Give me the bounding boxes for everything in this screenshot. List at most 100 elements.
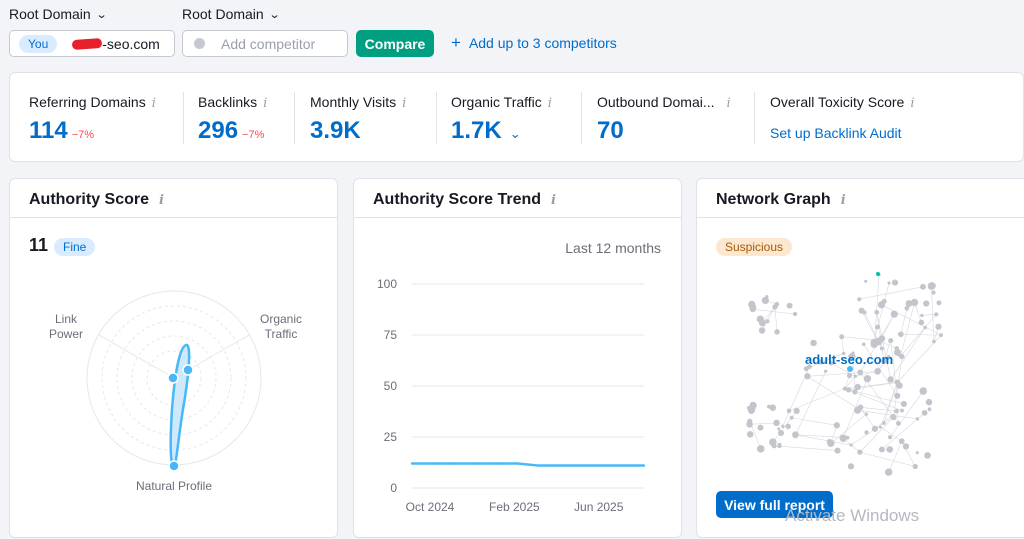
trend-point[interactable] (432, 462, 434, 464)
root-domain-dropdown-1[interactable]: Root Domain ⌄ (9, 6, 106, 22)
metric-monthly-visits[interactable]: Monthly Visits i 3.9K (310, 94, 406, 145)
trend-point[interactable] (643, 464, 645, 466)
network-node-label[interactable]: adult-seo.com (805, 352, 893, 367)
network-node (778, 430, 784, 436)
x-tick-label: Oct 2024 (406, 500, 455, 514)
setup-backlink-audit-link[interactable]: Set up Backlink Audit (770, 125, 915, 141)
network-node (875, 325, 880, 330)
network-node (922, 410, 928, 416)
network-node (762, 297, 769, 304)
trend-point[interactable] (537, 464, 539, 466)
network-node (765, 319, 769, 323)
network-node (894, 349, 901, 356)
metric-toxicity-score: Overall Toxicity Score i Set up Backlink … (770, 94, 915, 141)
network-node (874, 368, 881, 375)
info-icon[interactable]: i (727, 96, 731, 111)
trend-point[interactable] (453, 462, 455, 464)
radar-label-traffic: Traffic (265, 327, 298, 341)
info-icon[interactable]: i (548, 96, 552, 111)
you-badge: You (19, 35, 57, 53)
network-node (747, 406, 751, 410)
metric-value[interactable]: 70 (597, 117, 624, 145)
network-node (749, 304, 756, 311)
network-node (839, 334, 844, 339)
metric-value[interactable]: 296 (198, 117, 238, 145)
network-node (896, 421, 901, 426)
chevron-down-icon[interactable]: ⌄ (510, 126, 521, 142)
network-node (875, 338, 879, 342)
network-node (890, 414, 896, 420)
network-node (885, 468, 892, 475)
trend-point[interactable] (411, 462, 413, 464)
y-tick-label: 100 (377, 277, 397, 291)
network-node (919, 387, 927, 395)
metric-label: Outbound Domai... (597, 94, 715, 110)
network-node (787, 409, 792, 414)
network-node (931, 290, 935, 294)
network-node (888, 435, 892, 439)
trend-point[interactable] (558, 464, 560, 466)
compare-button[interactable]: Compare (356, 30, 434, 57)
network-node (747, 419, 752, 424)
network-node (769, 438, 777, 446)
divider (581, 92, 582, 144)
network-node (781, 425, 784, 428)
network-node (857, 449, 862, 454)
domain-text: -seo.com (102, 36, 160, 52)
radar-point-natural-profile (169, 461, 179, 471)
y-tick-label: 50 (384, 379, 398, 393)
network-node (928, 407, 932, 411)
metric-value[interactable]: 3.9K (310, 117, 361, 145)
root-domain-dropdown-2[interactable]: Root Domain ⌄ (182, 6, 279, 22)
network-node (824, 370, 827, 373)
metric-label: Monthly Visits (310, 94, 396, 110)
add-competitors-link[interactable]: + Add up to 3 competitors (451, 35, 617, 51)
network-node (772, 304, 777, 309)
network-node (790, 416, 794, 420)
metric-value[interactable]: 1.7K (451, 117, 502, 145)
info-icon[interactable]: i (263, 96, 267, 111)
chevron-down-icon: ⌄ (268, 8, 280, 21)
trend-point[interactable] (601, 464, 603, 466)
domain-field[interactable]: You -seo.com (9, 30, 175, 57)
metrics-card: Referring Domains i 114 −7% Backlinks i 296… (9, 72, 1024, 162)
radar-label-natural-profile: Natural Profile (136, 479, 212, 493)
trend-point[interactable] (580, 464, 582, 466)
divider (754, 92, 755, 144)
metric-label: Referring Domains (29, 94, 146, 110)
info-icon[interactable]: i (152, 96, 156, 111)
network-node (792, 431, 799, 438)
competitor-placeholder: Add competitor (221, 36, 315, 52)
metric-label: Backlinks (198, 94, 257, 110)
network-node (759, 327, 765, 333)
network-node (932, 340, 936, 344)
metric-label: Overall Toxicity Score (770, 94, 904, 110)
network-node (916, 417, 919, 420)
network-node (896, 382, 902, 388)
trend-point[interactable] (516, 462, 518, 464)
network-node (913, 464, 918, 469)
info-icon[interactable]: i (910, 96, 914, 111)
network-node (923, 326, 927, 330)
metric-delta: −7% (242, 129, 264, 141)
trend-point[interactable] (474, 462, 476, 464)
divider (436, 92, 437, 144)
network-node (757, 315, 764, 322)
root-domain-label: Root Domain (182, 6, 264, 22)
trend-series-line (412, 464, 644, 466)
redaction-mark (72, 37, 103, 49)
metric-value[interactable]: 114 (29, 117, 68, 145)
trend-point[interactable] (622, 464, 624, 466)
network-node (894, 409, 898, 413)
metric-backlinks[interactable]: Backlinks i 296 −7% (198, 94, 267, 145)
info-icon[interactable]: i (402, 96, 406, 111)
network-node (854, 375, 857, 378)
network-node (864, 280, 867, 283)
network-node (874, 310, 879, 315)
trend-point[interactable] (495, 462, 497, 464)
network-node (882, 421, 886, 425)
competitor-input[interactable]: Add competitor (182, 30, 348, 57)
metric-outbound-domains[interactable]: Outbound Domai... i 70 (597, 94, 731, 145)
